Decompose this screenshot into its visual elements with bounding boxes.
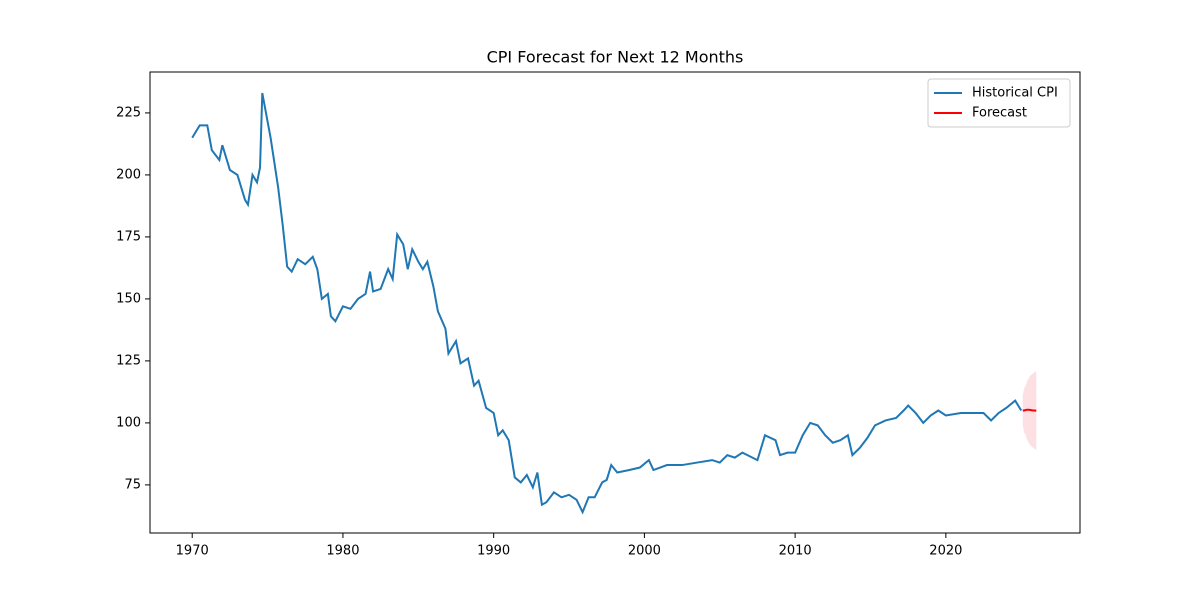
y-tick-label: 175: [116, 229, 141, 244]
y-tick-label: 150: [116, 291, 141, 306]
x-tick-label: 2020: [929, 544, 962, 559]
x-tick-label: 2000: [628, 544, 661, 559]
x-tick-label: 1970: [176, 544, 209, 559]
y-tick-label: 125: [116, 353, 141, 368]
x-tick-label: 1990: [477, 544, 510, 559]
chart-title: CPI Forecast for Next 12 Months: [487, 48, 744, 67]
legend-label: Historical CPI: [972, 86, 1058, 101]
y-tick-label: 75: [124, 477, 141, 492]
x-tick-label: 2010: [779, 544, 812, 559]
series-line: [191, 92, 1023, 515]
legend-label: Forecast: [972, 106, 1027, 121]
series-line: [1022, 408, 1037, 412]
y-tick-label: 225: [116, 105, 141, 120]
y-tick-label: 100: [116, 415, 141, 430]
legend-box: [927, 78, 1071, 128]
plot-frame: [149, 71, 1081, 534]
y-tick-label: 200: [116, 167, 141, 182]
x-tick-label: 1980: [326, 544, 359, 559]
